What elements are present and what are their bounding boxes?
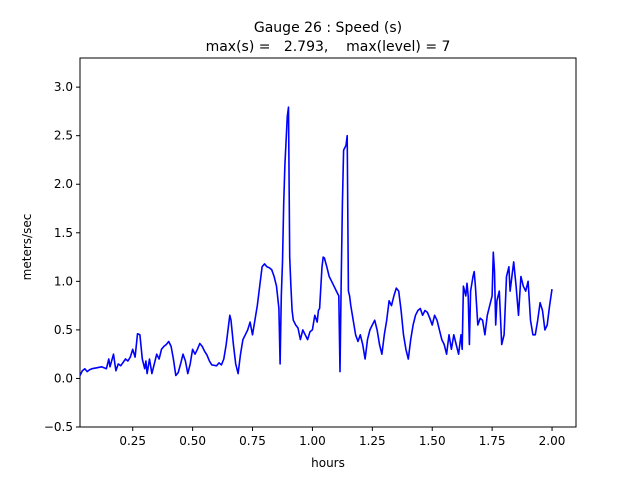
- plot-frame: [79, 57, 577, 428]
- x-tick-label: 2.00: [539, 434, 566, 448]
- y-tick-label: 1.0: [54, 274, 73, 288]
- y-tick-label: 3.0: [54, 80, 73, 94]
- y-axis-label: meters/sec: [20, 214, 34, 281]
- x-tick-label: 1.75: [479, 434, 506, 448]
- y-axis-ticks: −0.5 0.0 0.5 1.0 1.5 2.0 2.5 3.0: [44, 80, 80, 434]
- chart-title-line1: Gauge 26 : Speed (s): [254, 20, 402, 36]
- x-tick-label: 1.50: [419, 434, 446, 448]
- x-axis-ticks: 0.25 0.50 0.75 1.00 1.25 1.50 1.75 2.00: [119, 427, 565, 448]
- x-tick-label: 0.75: [239, 434, 266, 448]
- chart-title-line2: max(s) = 2.793, max(level) = 7: [206, 39, 451, 55]
- plot-area: [79, 57, 577, 428]
- y-tick-label: 2.5: [54, 129, 73, 143]
- y-tick-label: 2.0: [54, 177, 73, 191]
- y-tick-label: 1.5: [54, 226, 73, 240]
- x-tick-label: 1.00: [299, 434, 326, 448]
- y-tick-label: −0.5: [44, 420, 73, 434]
- y-tick-label: 0.5: [54, 323, 73, 337]
- speed-series-line: [79, 106, 553, 377]
- x-tick-label: 1.25: [359, 434, 386, 448]
- x-axis-label: hours: [311, 456, 345, 470]
- x-tick-label: 0.50: [179, 434, 206, 448]
- y-tick-label: 0.0: [54, 371, 73, 385]
- x-tick-label: 0.25: [119, 434, 146, 448]
